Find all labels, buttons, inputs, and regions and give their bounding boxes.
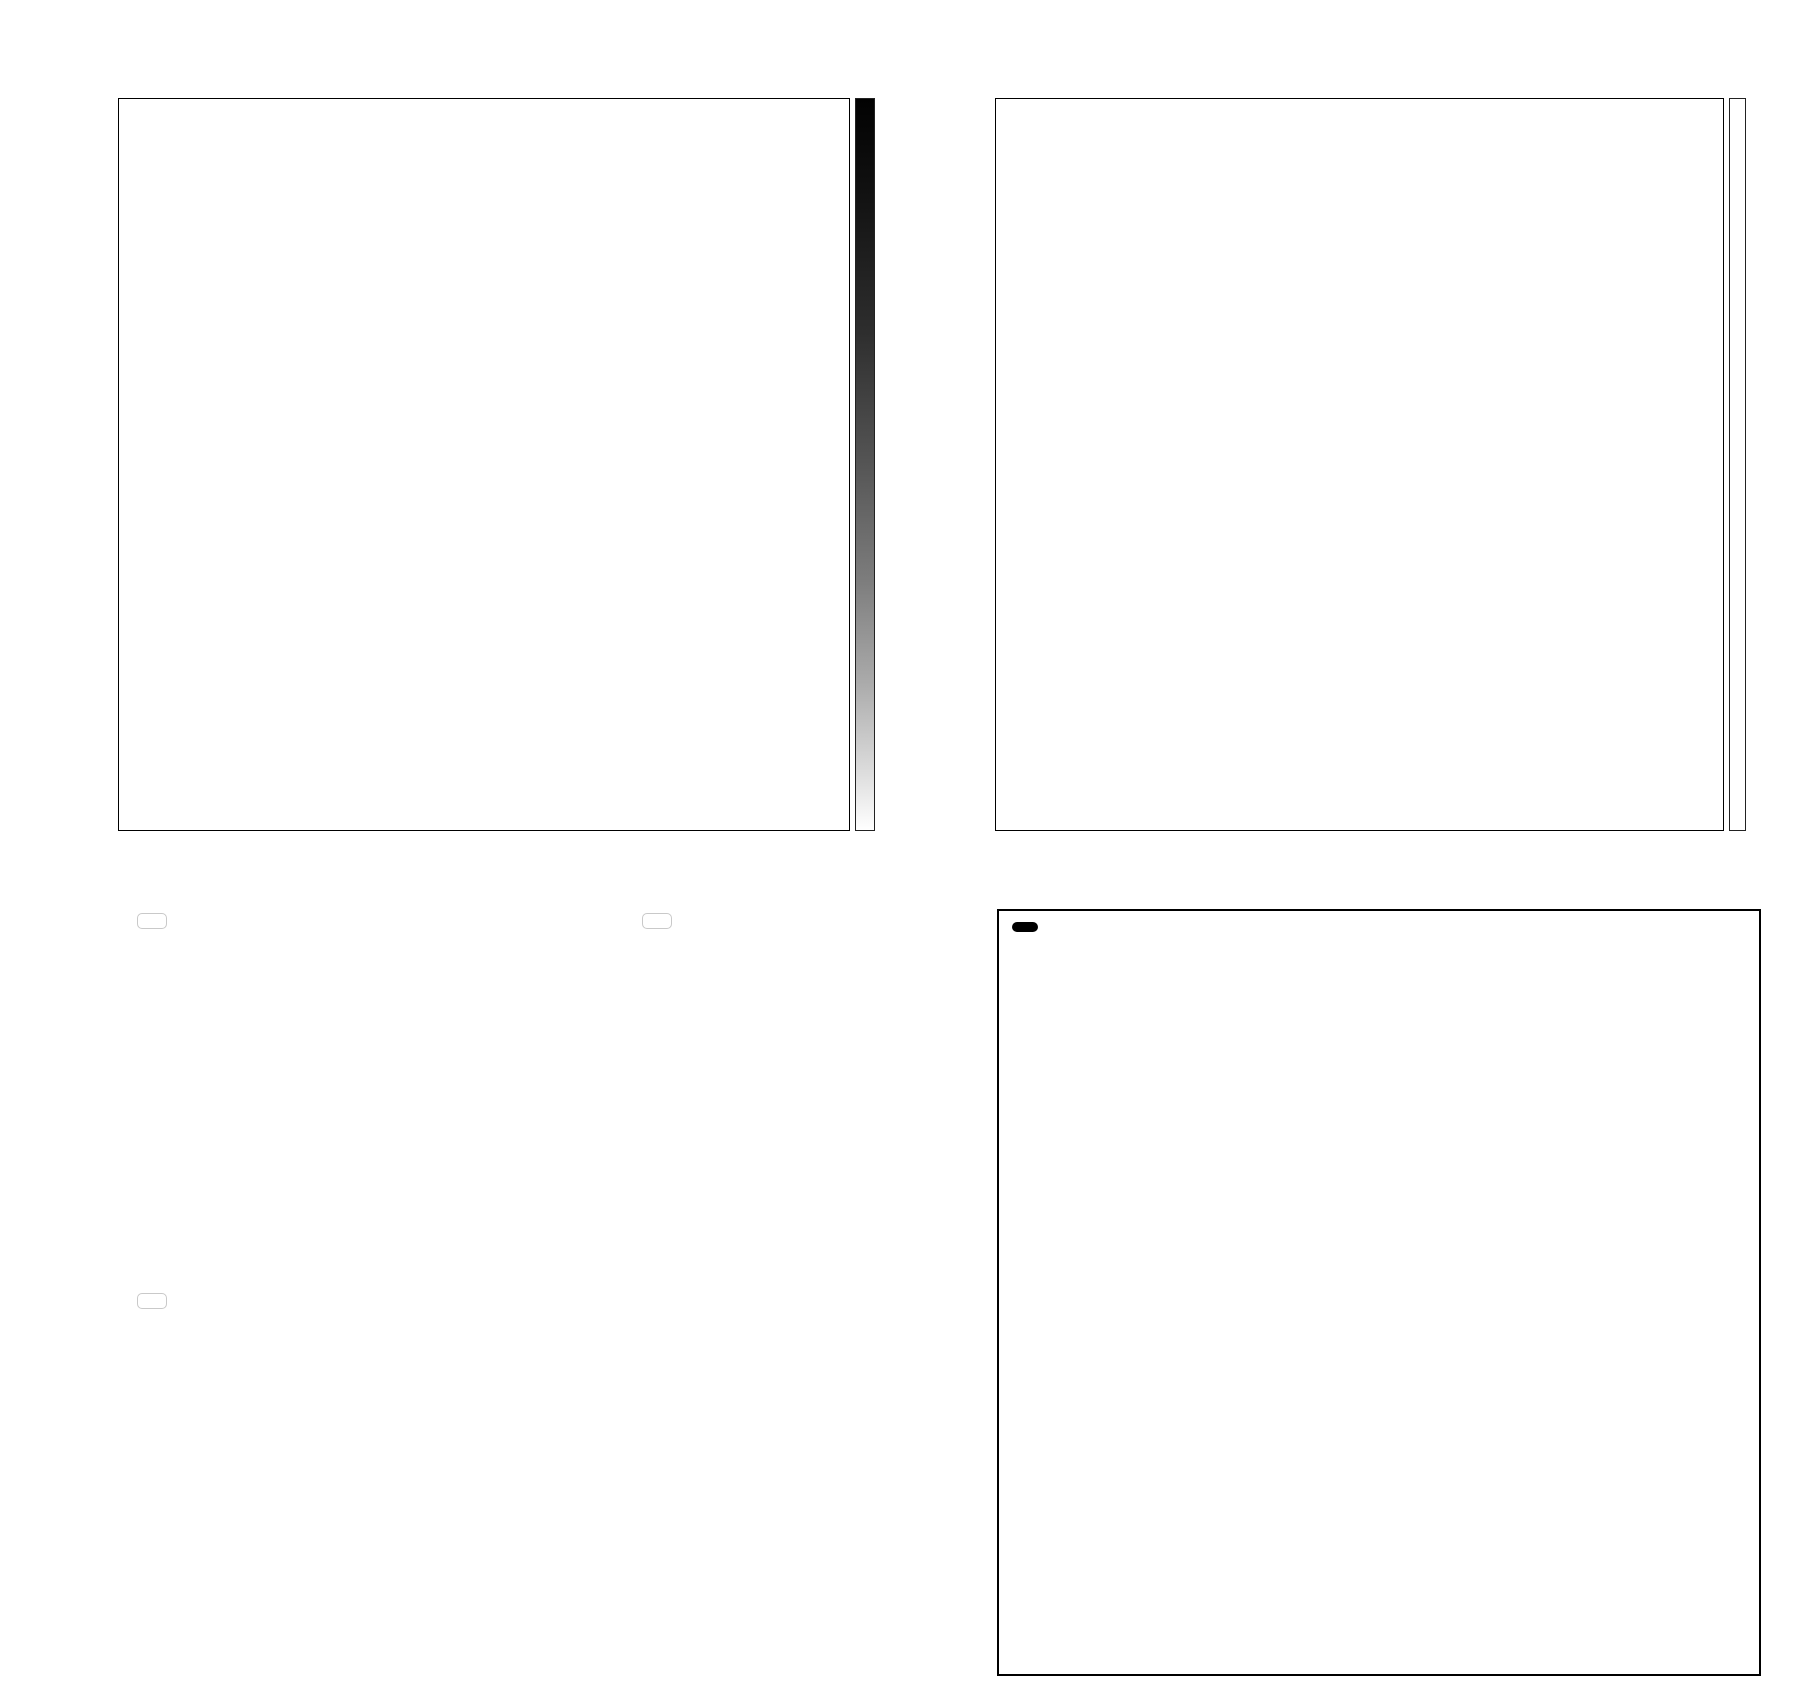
pressure-legend [642, 913, 672, 929]
band14-satellite-map [118, 98, 850, 831]
ace-legend [137, 1293, 167, 1309]
wmg-count-badge [1012, 922, 1038, 932]
wmg-pixel-map [997, 909, 1761, 1676]
map-legend [473, 103, 493, 115]
band14-colorbar [855, 98, 875, 831]
awv-satellite-map [995, 98, 1724, 831]
wind-legend [137, 913, 167, 929]
awv-colorbar [1729, 98, 1746, 831]
